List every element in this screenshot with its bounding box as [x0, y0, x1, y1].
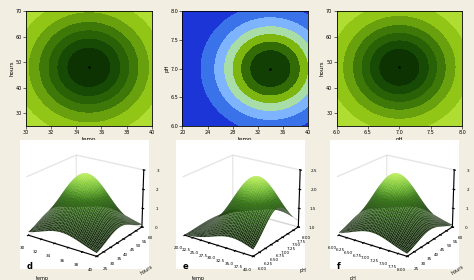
Text: d: d [26, 262, 32, 271]
X-axis label: temp: temp [238, 137, 253, 142]
Text: c: c [397, 151, 402, 160]
X-axis label: pH: pH [395, 137, 403, 142]
Y-axis label: pH: pH [300, 268, 307, 273]
X-axis label: temp: temp [82, 137, 96, 142]
Text: f: f [337, 262, 340, 271]
Text: a: a [86, 151, 91, 160]
X-axis label: temp: temp [36, 276, 49, 280]
Y-axis label: pH: pH [164, 65, 169, 73]
Y-axis label: hours: hours [9, 61, 14, 76]
Text: e: e [182, 262, 188, 271]
X-axis label: temp: temp [192, 276, 205, 280]
X-axis label: pH: pH [349, 276, 356, 280]
Y-axis label: hours: hours [450, 264, 465, 276]
Text: b: b [242, 151, 248, 160]
Y-axis label: hours: hours [320, 61, 325, 76]
Y-axis label: hours: hours [139, 264, 154, 276]
